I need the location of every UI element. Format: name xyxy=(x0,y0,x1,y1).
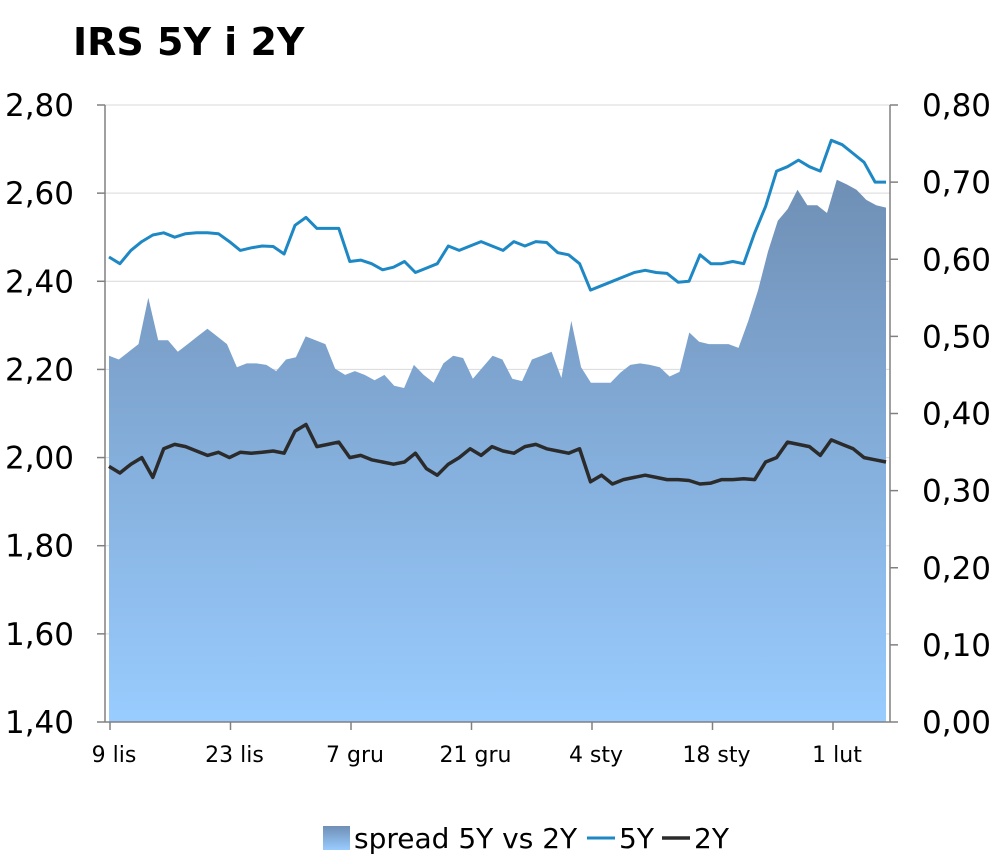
y-right-tick-label: 0,60 xyxy=(922,242,991,278)
y-left-tick-label: 2,80 xyxy=(5,88,74,124)
y-left-tick-label: 2,60 xyxy=(5,176,74,212)
x-axis-ticks: 9 lis 23 lis 7 gru 21 gru 4 sty 18 sty 1 lut xyxy=(92,722,862,768)
y-right-tick-label: 0,20 xyxy=(922,551,991,587)
y-right-tick-label: 0,70 xyxy=(922,165,991,201)
x-tick-label: 18 sty xyxy=(682,743,750,768)
y-left-tick-label: 2,00 xyxy=(5,441,74,477)
y-left-tick-label: 2,40 xyxy=(5,264,74,300)
y-axis-left-ticks: 1,40 1,60 1,80 2,00 2,20 2,40 2,60 2,80 xyxy=(5,88,105,741)
y-right-tick-label: 0,80 xyxy=(922,88,991,124)
x-tick-label: 23 lis xyxy=(205,743,264,768)
series-5y-line xyxy=(108,138,886,292)
y-left-tick-label: 1,80 xyxy=(5,529,74,565)
x-tick-label: 21 gru xyxy=(440,743,512,768)
x-tick-label: 7 gru xyxy=(326,743,384,768)
y-right-tick-label: 0,40 xyxy=(922,397,991,433)
chart-title: IRS 5Y i 2Y xyxy=(73,20,305,64)
legend: spread 5Y vs 2Y 5Y 2Y xyxy=(323,822,730,855)
series-2y-line xyxy=(108,422,887,486)
legend-label-5y: 5Y xyxy=(619,822,655,855)
x-tick-label: 4 sty xyxy=(569,743,623,768)
y-right-tick-label: 0,10 xyxy=(922,628,991,664)
legend-label-2y: 2Y xyxy=(694,822,730,855)
y-left-tick-label: 1,40 xyxy=(5,705,74,741)
y-left-tick-label: 2,20 xyxy=(5,352,74,388)
legend-swatch-spread xyxy=(323,826,350,850)
legend-label-spread: spread 5Y vs 2Y xyxy=(354,822,578,855)
y-left-tick-label: 1,60 xyxy=(5,617,74,653)
x-tick-label: 9 lis xyxy=(92,743,137,768)
spread-area xyxy=(109,179,886,723)
y-right-tick-label: 0,30 xyxy=(922,474,991,510)
y-right-tick-label: 0,50 xyxy=(922,319,991,355)
y-right-tick-label: 0,00 xyxy=(922,705,991,741)
x-tick-label: 1 lut xyxy=(812,743,862,768)
y-axis-right-ticks: 0,00 0,10 0,20 0,30 0,40 0,50 0,60 0,70 0,80 xyxy=(890,88,991,741)
